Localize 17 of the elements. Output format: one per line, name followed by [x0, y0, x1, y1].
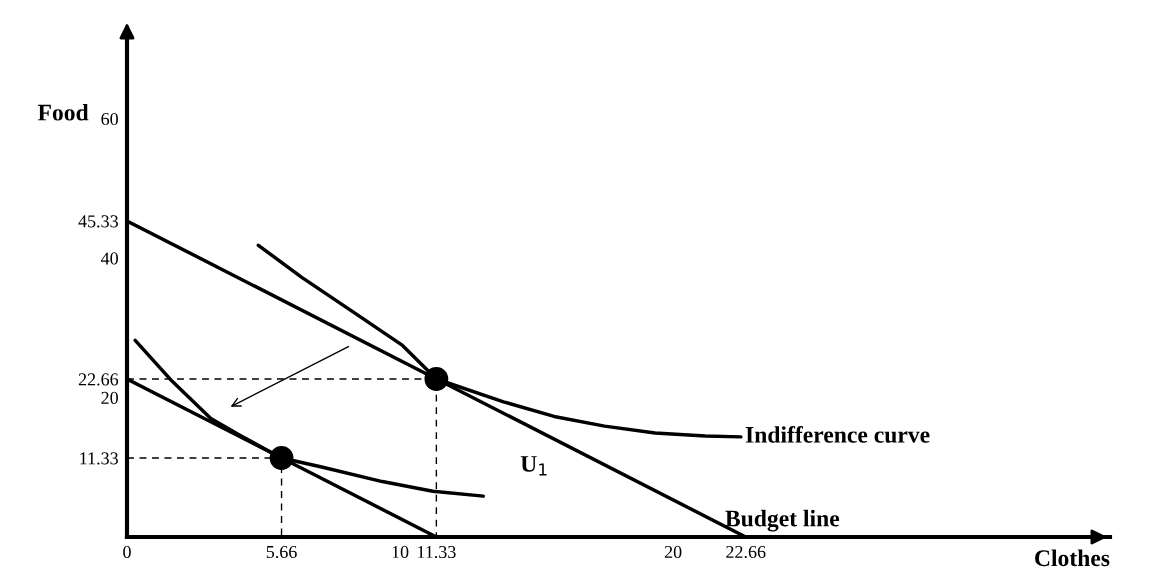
y-tick-label: 45.33: [78, 215, 118, 228]
x-tick-label: 0: [123, 545, 131, 559]
x-axis-title: Clothes: [1035, 549, 1110, 567]
y-tick-label: 22.66: [78, 373, 119, 386]
x-tick-label: 22.66: [726, 545, 766, 559]
x-tick-label: 11.33: [417, 545, 456, 559]
y-tick-label: 60: [101, 112, 118, 126]
x-tick-label: 5.66: [266, 545, 297, 559]
y-tick-label: 20: [101, 391, 118, 404]
x-tick-label: 10: [392, 545, 409, 559]
annotation: Budget line: [725, 509, 840, 532]
annotation: U$_{1}$: [520, 456, 547, 476]
y-tick-label: 11.33: [80, 452, 118, 465]
x-tick-label: 20: [664, 545, 682, 559]
annotation: Indifference curve: [745, 425, 930, 443]
y-axis-title: Food: [37, 103, 89, 121]
y-tick-label: 40: [100, 252, 118, 265]
